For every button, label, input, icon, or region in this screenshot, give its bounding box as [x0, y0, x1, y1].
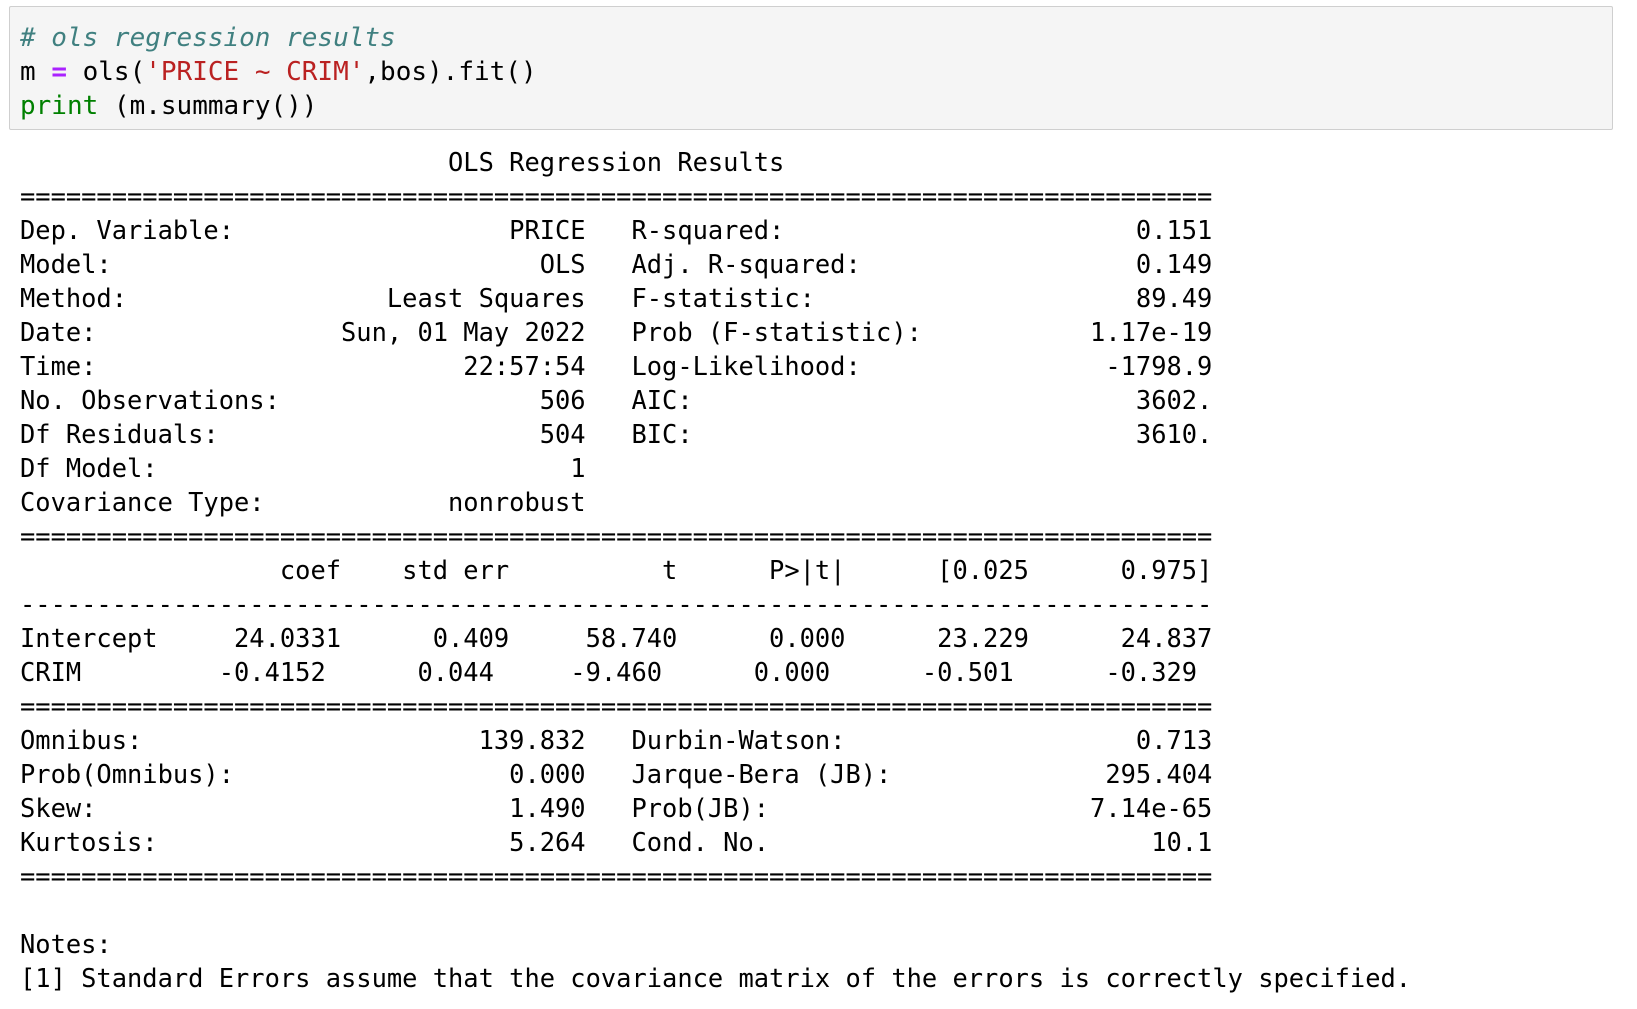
diagnostic-row-prob-omnibus: Prob(Omnibus): 0.000 Jarque-Bera (JB): 2… [20, 759, 1213, 789]
summary-row-dep-variable: Dep. Variable: PRICE R-squared: 0.151 [20, 215, 1213, 245]
diagnostic-row-kurtosis: Kurtosis: 5.264 Cond. No. 10.1 [20, 827, 1213, 857]
summary-row-observations: No. Observations: 506 AIC: 3602. [20, 385, 1213, 415]
summary-row-df-model: Df Model: 1 [20, 453, 1213, 483]
summary-row-model: Model: OLS Adj. R-squared: 0.149 [20, 249, 1213, 279]
separator-double: ========================================… [20, 691, 1213, 721]
summary-row-covariance-type: Covariance Type: nonrobust [20, 487, 1213, 517]
code-line-3: print (m.summary()) [20, 89, 1602, 123]
code-line-2: m = ols('PRICE ~ CRIM',bos).fit() [20, 55, 1602, 89]
code-comment: # ols regression results [20, 23, 396, 53]
code-variable: m [20, 57, 52, 87]
code-builtin: print [20, 91, 99, 121]
summary-row-df-residuals: Df Residuals: 504 BIC: 3610. [20, 419, 1213, 449]
notes-item-1: [1] Standard Errors assume that the cova… [20, 963, 1412, 993]
summary-row-method: Method: Least Squares F-statistic: 89.49 [20, 283, 1213, 313]
summary-row-time: Time: 22:57:54 Log-Likelihood: -1798.9 [20, 351, 1213, 381]
separator-double: ========================================… [20, 181, 1213, 211]
summary-title: OLS Regression Results [20, 147, 1213, 177]
code-call: ols( [66, 57, 146, 87]
code-call-rest: ,bos).fit() [364, 57, 537, 87]
diagnostic-row-skew: Skew: 1.490 Prob(JB): 7.14e-65 [20, 793, 1213, 823]
code-cell-input[interactable]: # ols regression results m = ols('PRICE … [9, 6, 1613, 130]
separator-double: ========================================… [20, 861, 1213, 891]
cell-output: OLS Regression Results =================… [20, 145, 1620, 995]
code-line-1: # ols regression results [20, 21, 1602, 55]
diagnostic-row-omnibus: Omnibus: 139.832 Durbin-Watson: 0.713 [20, 725, 1213, 755]
separator-double: ========================================… [20, 521, 1213, 551]
coef-row-crim: CRIM -0.4152 0.044 -9.460 0.000 -0.501 -… [20, 657, 1198, 687]
notes-heading: Notes: [20, 929, 112, 959]
code-string: 'PRICE ~ CRIM' [145, 57, 365, 87]
blank-line [20, 893, 1620, 927]
code-print-args: (m.summary()) [98, 91, 318, 121]
code-operator: = [51, 57, 67, 87]
coef-row-intercept: Intercept 24.0331 0.409 58.740 0.000 23.… [20, 623, 1213, 653]
separator-single: ----------------------------------------… [20, 589, 1213, 619]
coef-table-header: coef std err t P>|t| [0.025 0.975] [20, 555, 1213, 585]
summary-row-date: Date: Sun, 01 May 2022 Prob (F-statistic… [20, 317, 1213, 347]
